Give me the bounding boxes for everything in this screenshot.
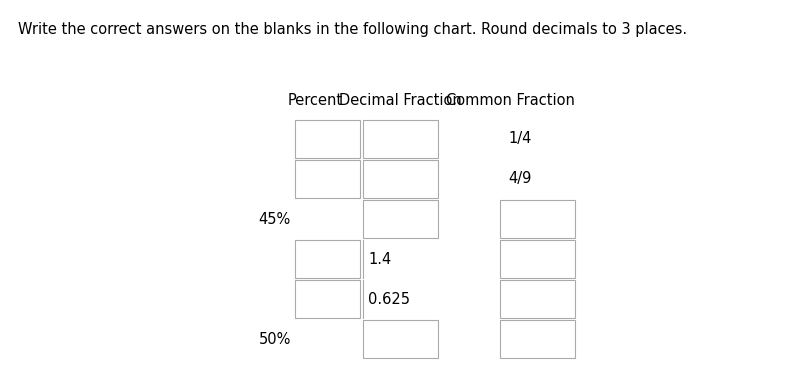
Text: 1/4: 1/4 xyxy=(508,132,531,147)
Bar xyxy=(363,160,438,198)
Bar xyxy=(295,120,360,158)
Text: 4/9: 4/9 xyxy=(508,172,531,186)
Bar xyxy=(295,160,360,198)
Text: 50%: 50% xyxy=(258,332,291,347)
Bar xyxy=(295,240,360,278)
Bar xyxy=(500,200,575,238)
Bar xyxy=(363,320,438,358)
Bar xyxy=(295,280,360,318)
Text: Common Fraction: Common Fraction xyxy=(446,93,574,108)
Text: Write the correct answers on the blanks in the following chart. Round decimals t: Write the correct answers on the blanks … xyxy=(18,22,687,37)
Bar xyxy=(500,320,575,358)
Text: Percent: Percent xyxy=(287,93,342,108)
Bar xyxy=(363,200,438,238)
Text: 1.4: 1.4 xyxy=(368,251,391,266)
Bar xyxy=(363,120,438,158)
Text: 45%: 45% xyxy=(258,212,291,226)
Text: 0.625: 0.625 xyxy=(368,291,410,307)
Text: Decimal Fraction: Decimal Fraction xyxy=(338,93,462,108)
Bar xyxy=(500,280,575,318)
Bar xyxy=(500,240,575,278)
